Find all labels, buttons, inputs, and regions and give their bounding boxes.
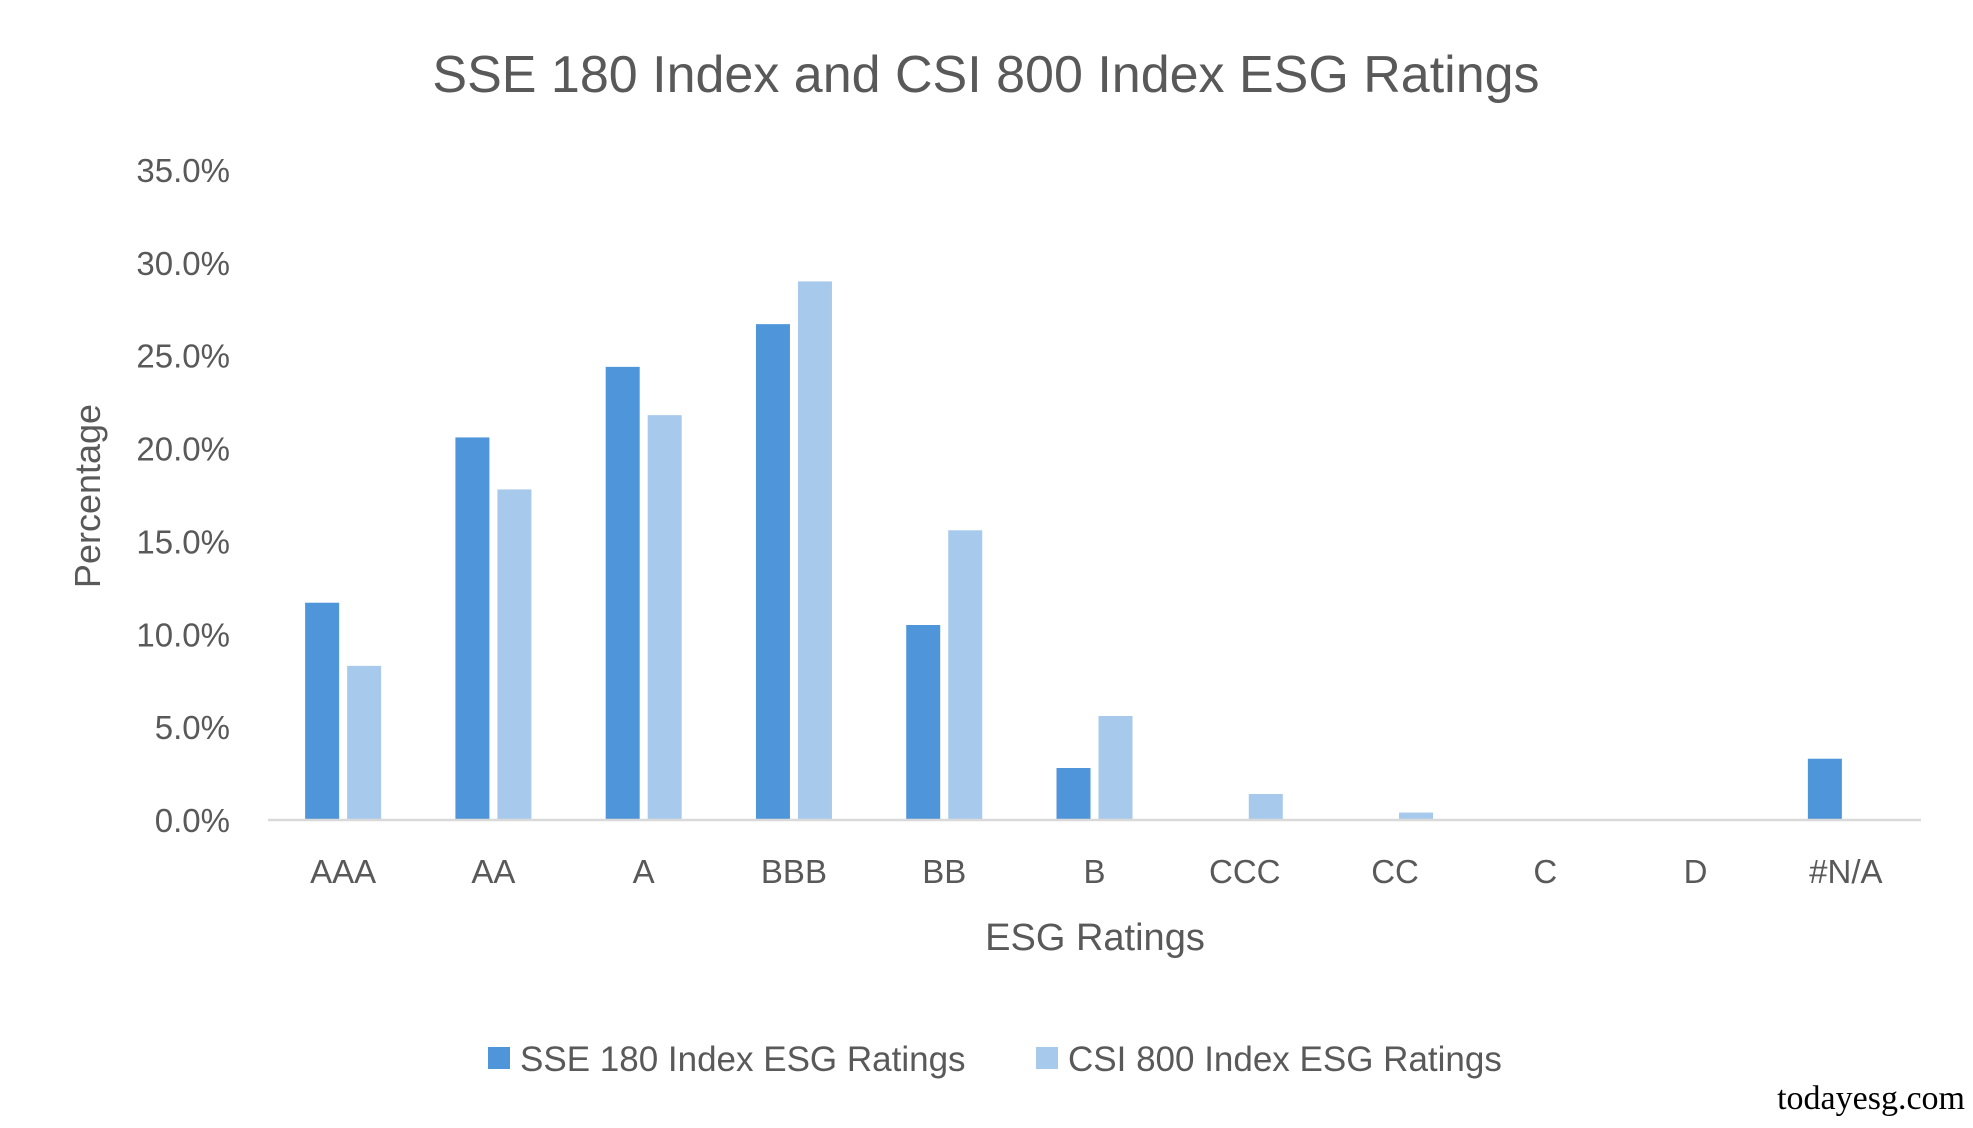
- bar: [755, 324, 790, 820]
- x-tick-label: CC: [1371, 853, 1419, 890]
- y-tick-label: 0.0%: [155, 802, 230, 839]
- bar: [948, 530, 983, 820]
- y-axis-label: Percentage: [67, 404, 108, 588]
- x-tick-label: #N/A: [1809, 853, 1882, 890]
- x-tick-label: A: [633, 853, 655, 890]
- bar: [1399, 812, 1434, 820]
- bar: [1807, 758, 1842, 820]
- watermark: todayesg.com: [1777, 1080, 1965, 1117]
- x-tick-label: AAA: [310, 853, 376, 890]
- y-tick-label: 15.0%: [136, 523, 230, 560]
- y-tick-label: 35.0%: [136, 152, 230, 189]
- bar: [605, 366, 640, 820]
- x-tick-label: BB: [922, 853, 966, 890]
- legend-swatch: [1036, 1047, 1058, 1069]
- bar: [797, 281, 832, 820]
- x-tick-label: CCC: [1209, 853, 1281, 890]
- y-tick-label: 20.0%: [136, 431, 230, 468]
- legend-label: SSE 180 Index ESG Ratings: [520, 1040, 966, 1079]
- bar: [347, 665, 382, 820]
- legend: SSE 180 Index ESG Ratings CSI 800 Index E…: [488, 1040, 1502, 1079]
- bar: [1098, 716, 1133, 820]
- bar: [455, 437, 490, 820]
- y-tick-label: 30.0%: [136, 245, 230, 282]
- y-tick-label: 10.0%: [136, 616, 230, 653]
- y-tick-label: 25.0%: [136, 338, 230, 375]
- bar: [906, 625, 941, 820]
- chart-title: SSE 180 Index and CSI 800 Index ESG Rati…: [432, 46, 1539, 104]
- bar: [497, 489, 532, 820]
- x-tick-label: D: [1684, 853, 1708, 890]
- legend-swatch: [488, 1047, 510, 1069]
- x-tick-label: C: [1533, 853, 1557, 890]
- x-tick-label: AA: [471, 853, 515, 890]
- bar: [647, 415, 682, 820]
- bar: [1056, 768, 1091, 820]
- x-tick-label: B: [1083, 853, 1105, 890]
- legend-label: CSI 800 Index ESG Ratings: [1068, 1040, 1502, 1079]
- x-axis-label: ESG Ratings: [985, 917, 1205, 959]
- y-tick-label: 5.0%: [155, 709, 230, 746]
- bar: [1248, 794, 1283, 820]
- x-tick-label: BBB: [761, 853, 827, 890]
- bar: [305, 602, 340, 820]
